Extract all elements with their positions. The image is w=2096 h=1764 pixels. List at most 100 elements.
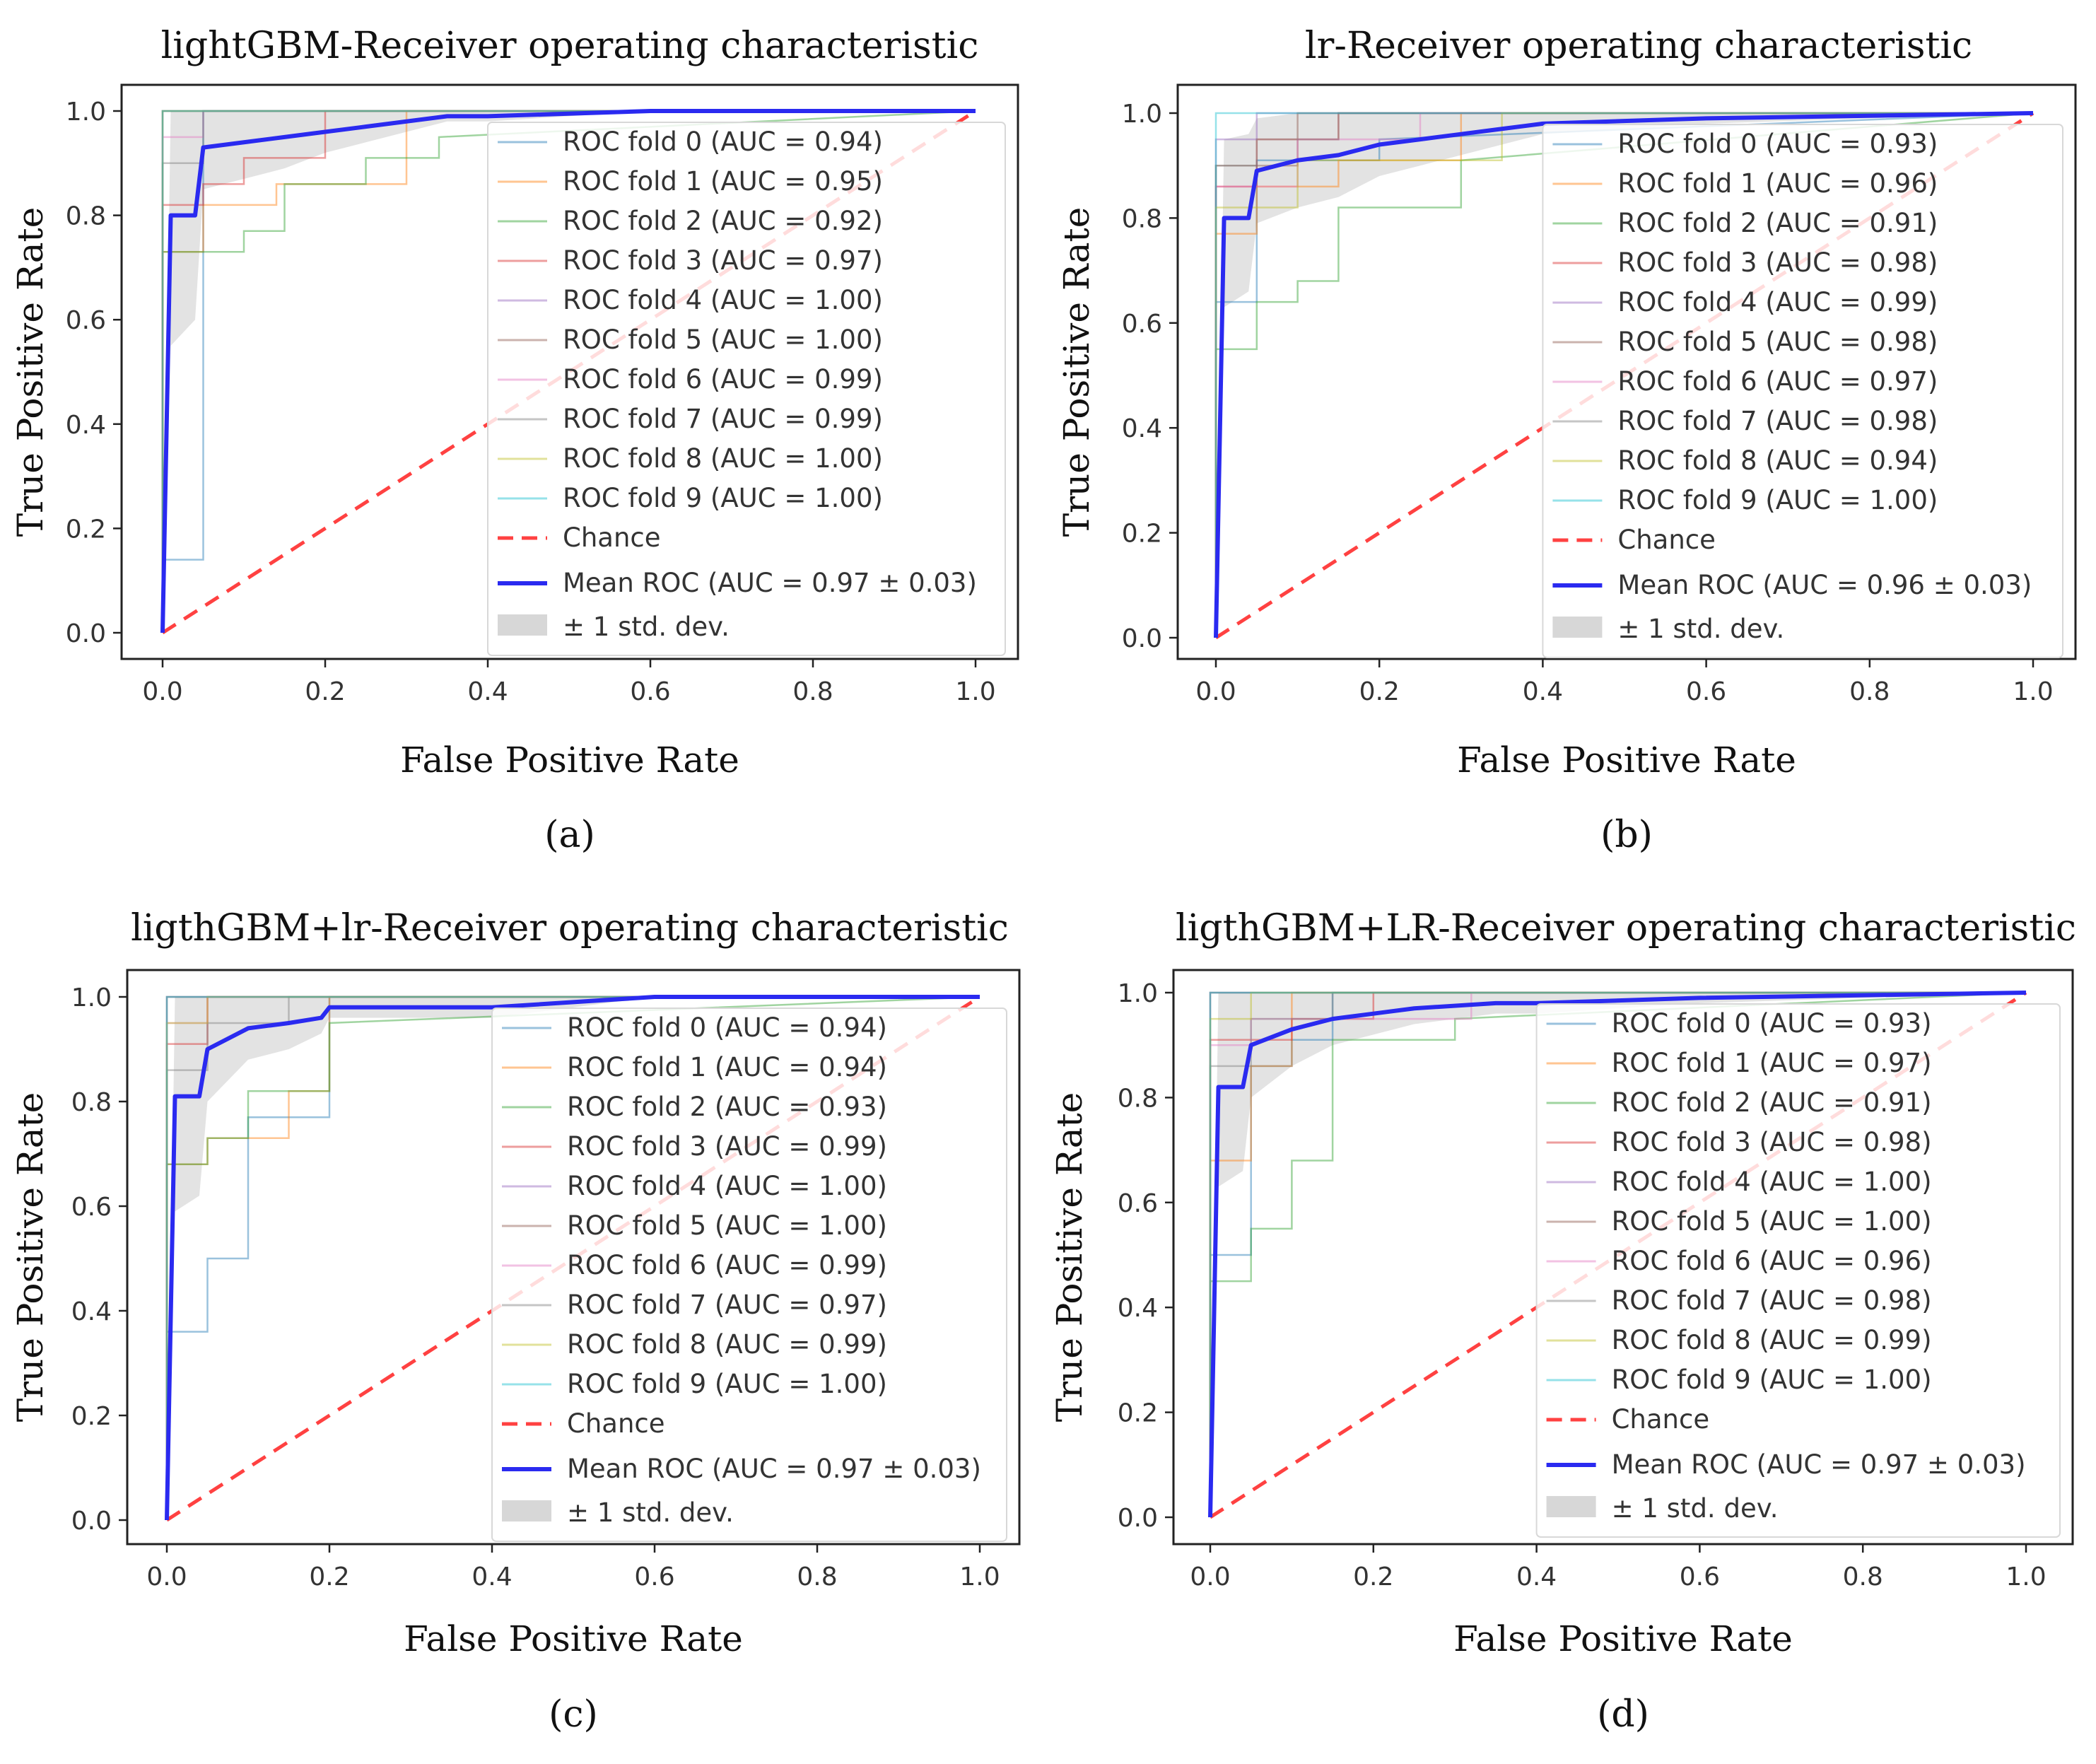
legend-entry-fold-6: ROC fold 6 (AUC = 0.99) (563, 364, 883, 395)
legend-entry-mean: Mean ROC (AUC = 0.97 ± 0.03) (567, 1454, 981, 1484)
legend-entry-std: ± 1 std. dev. (567, 1497, 734, 1528)
y-tick-label: 0.4 (71, 1297, 112, 1326)
roc-panel-2: lr-Receiver operating characteristic 0.0 0… (1056, 25, 2077, 856)
legend-entry-fold-4: ROC fold 4 (AUC = 1.00) (1612, 1167, 1932, 1197)
legend-entry-fold-0: ROC fold 0 (AUC = 0.94) (563, 127, 883, 157)
panel-caption: (c) (549, 1693, 598, 1736)
roc-fold-1-line (1209, 991, 2026, 1517)
chart-title: lightGBM-Receiver operating characterist… (161, 25, 979, 67)
y-tick-label: 0.0 (1122, 624, 1162, 653)
legend-entry-fold-8: ROC fold 8 (AUC = 0.99) (1612, 1325, 1932, 1355)
legend-entry-fold-5: ROC fold 5 (AUC = 1.00) (563, 325, 883, 355)
mean-roc-line (1208, 991, 2027, 1518)
y-axis-label: True Positive Rate (1056, 207, 1097, 537)
roc-fold-3-line (165, 995, 980, 1520)
y-tick-label: 0.6 (1118, 1189, 1158, 1218)
panel-caption: (b) (1600, 814, 1653, 856)
legend-entry-fold-3: ROC fold 3 (AUC = 0.98) (1617, 247, 1938, 278)
roc-fold-8-line (165, 995, 980, 1520)
legend-entry-std: ± 1 std. dev. (563, 612, 730, 642)
legend-entry-fold-3: ROC fold 3 (AUC = 0.98) (1612, 1127, 1932, 1157)
legend-entry-fold-9: ROC fold 9 (AUC = 1.00) (1612, 1365, 1932, 1395)
roc-fold-7-line (1209, 991, 2026, 1517)
mean-roc-line (160, 109, 976, 633)
x-tick-label: 1.0 (955, 677, 995, 706)
legend-entry-fold-4: ROC fold 4 (AUC = 1.00) (563, 285, 883, 315)
legend-entry-fold-9: ROC fold 9 (AUC = 1.00) (1617, 485, 1938, 515)
roc-fold-0-line (165, 995, 980, 1520)
x-tick-label: 0.2 (309, 1563, 349, 1591)
legend-entry-fold-8: ROC fold 8 (AUC = 1.00) (563, 443, 883, 474)
legend-entry-fold-0: ROC fold 0 (AUC = 0.94) (567, 1012, 887, 1043)
mean-roc-line (165, 995, 980, 1521)
roc-panel-1: lightGBM-Receiver operating characterist… (10, 25, 1019, 856)
roc-fold-1-line (1214, 112, 2033, 638)
y-tick-label: 0.8 (1118, 1084, 1158, 1113)
legend-entry-fold-6: ROC fold 6 (AUC = 0.99) (567, 1250, 887, 1280)
x-tick-label: 0.8 (1849, 677, 1890, 706)
std-band (167, 997, 980, 1520)
y-tick-label: 0.2 (1122, 520, 1162, 549)
chart-title: ligthGBM+LR-Receiver operating character… (1176, 907, 2076, 950)
x-tick-label: 0.8 (797, 1563, 837, 1591)
legend-entry-std: ± 1 std. dev. (1612, 1493, 1779, 1524)
x-tick-label: 0.8 (792, 677, 833, 706)
legend: ROC fold 0 (AUC = 0.94) ROC fold 1 (AUC =… (487, 122, 1006, 656)
panel-caption: (d) (1597, 1693, 1649, 1736)
legend-entry-fold-4: ROC fold 4 (AUC = 0.99) (1617, 287, 1938, 317)
roc-fold-2-line (165, 995, 980, 1520)
roc-fold-2-line (161, 110, 976, 633)
y-tick-label: 0.8 (1122, 204, 1162, 233)
x-tick-label: 0.6 (1686, 677, 1726, 706)
roc-fold-4-line (1209, 991, 2026, 1517)
roc-fold-3-line (1214, 112, 2033, 638)
x-tick-label: 0.2 (1353, 1563, 1393, 1591)
y-tick-label: 0.4 (1118, 1294, 1158, 1323)
plot-frame (120, 83, 1019, 660)
x-tick-label: 1.0 (2006, 1563, 2046, 1591)
legend-box (491, 1007, 1007, 1542)
chart-title: lr-Receiver operating characteristic (1305, 25, 1972, 67)
x-axis-label: False Positive Rate (1457, 740, 1796, 781)
x-tick-label: 0.4 (472, 1563, 512, 1591)
x-tick-label: 0.4 (1523, 677, 1563, 706)
x-axis-label: False Positive Rate (400, 740, 739, 781)
y-tick-label: 0.6 (71, 1193, 112, 1222)
roc-fold-8-line (1209, 991, 2026, 1517)
legend-entry-fold-2: ROC fold 2 (AUC = 0.91) (1617, 208, 1938, 238)
legend-entry-mean: Mean ROC (AUC = 0.97 ± 0.03) (563, 568, 977, 598)
x-tick-label: 0.0 (146, 1563, 187, 1591)
y-tick-label: 0.4 (1122, 414, 1162, 443)
legend-entry-fold-5: ROC fold 5 (AUC = 0.98) (1617, 327, 1938, 357)
plot-content (160, 109, 977, 635)
panel-caption: (a) (544, 814, 595, 856)
std-band (1210, 993, 2026, 1517)
x-tick-label: 1.0 (2013, 677, 2053, 706)
y-tick-label: 1.0 (1118, 979, 1158, 1008)
y-tick-label: 0.8 (71, 1088, 112, 1117)
legend-entry-fold-1: ROC fold 1 (AUC = 0.97) (1612, 1048, 1932, 1078)
roc-fold-5-line (1209, 991, 2026, 1517)
legend-entry-fold-8: ROC fold 8 (AUC = 0.94) (1617, 445, 1938, 476)
std-band (1216, 113, 2033, 638)
legend-box (487, 122, 1006, 656)
legend-entry-fold-0: ROC fold 0 (AUC = 0.93) (1612, 1008, 1932, 1039)
legend-entry-fold-4: ROC fold 4 (AUC = 1.00) (567, 1171, 887, 1201)
chance-line (165, 995, 981, 1522)
y-tick-label: 0.6 (66, 306, 106, 335)
roc-fold-3-line (1209, 991, 2026, 1517)
y-tick-label: 0.2 (71, 1402, 112, 1431)
legend-entry-fold-2: ROC fold 2 (AUC = 0.93) (567, 1092, 887, 1122)
legend-entry-fold-6: ROC fold 6 (AUC = 0.96) (1612, 1246, 1932, 1276)
legend-swatch-std (498, 614, 547, 636)
roc-fold-2-line (1209, 991, 2027, 1517)
legend-entry-fold-7: ROC fold 7 (AUC = 0.98) (1617, 406, 1938, 436)
roc-fold-7-line (165, 995, 980, 1520)
x-tick-label: 0.0 (142, 677, 182, 706)
legend-entry-fold-1: ROC fold 1 (AUC = 0.94) (567, 1052, 887, 1082)
y-tick-label: 0.2 (66, 515, 106, 544)
plot-frame (1176, 83, 2077, 660)
legend-entry-fold-7: ROC fold 7 (AUC = 0.97) (567, 1290, 887, 1320)
y-tick-label: 0.6 (1122, 310, 1162, 339)
